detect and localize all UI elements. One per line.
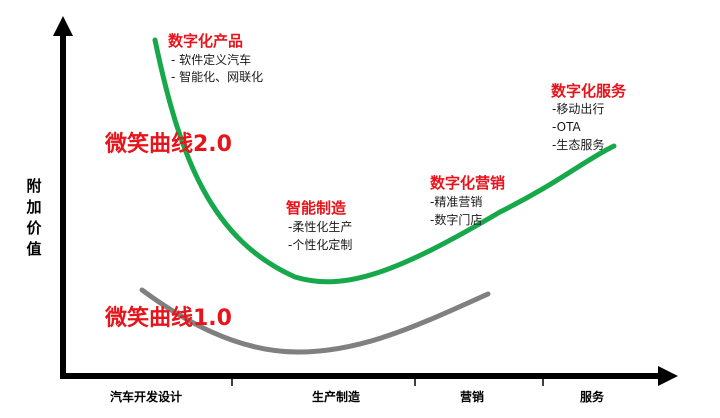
stage-label-design: 汽车开发设计 [110, 389, 182, 404]
annotation-digital-marketing: 数字化营销 -精准营销 -数字门店 [430, 174, 505, 227]
smile-curve-2-0 [152, 37, 617, 285]
annotation-digital-marketing-title: 数字化营销 [430, 174, 505, 192]
annotation-digital-product: 数字化产品 - 软件定义汽车 - 智能化、网联化 [168, 32, 263, 84]
stage-label-service: 服务 [580, 389, 605, 404]
stage-labels: 汽车开发设计 生产制造 营销 服务 [110, 389, 605, 404]
annotation-digital-service-item-1: -移动出行 [552, 102, 604, 116]
stage-label-marketing: 营销 [460, 389, 484, 404]
annotation-smart-manufacturing: 智能制造 -柔性化生产 -个性化定制 [286, 199, 352, 252]
annotation-digital-service: 数字化服务 -移动出行 -OTA -生态服务 [551, 82, 627, 152]
annotation-digital-marketing-item-2: -数字门店 [430, 212, 482, 227]
annotation-digital-service-item-2: -OTA [552, 120, 582, 134]
annotation-smart-manufacturing-title: 智能制造 [286, 199, 346, 217]
y-axis-label-char-2: 加 [25, 198, 41, 216]
annotation-digital-product-item-2: - 智能化、网联化 [171, 69, 263, 84]
axes [53, 16, 678, 386]
annotation-smart-manufacturing-item-2: -个性化定制 [288, 237, 352, 252]
smile-curve-1-0-label: 微笑曲线1.0 [104, 305, 232, 331]
annotation-smart-manufacturing-item-1: -柔性化生产 [288, 220, 352, 234]
smile-curve-1-0 [139, 287, 491, 355]
annotation-digital-service-title: 数字化服务 [551, 82, 627, 100]
annotation-digital-product-title: 数字化产品 [168, 32, 243, 50]
y-axis-label-char-4: 值 [26, 240, 41, 258]
annotation-digital-service-item-3: -生态服务 [552, 137, 604, 152]
stage-label-production: 生产制造 [312, 389, 361, 404]
y-axis-arrow [53, 16, 73, 36]
x-axis-arrow [658, 366, 678, 386]
y-axis-label-char-1: 附 [26, 177, 41, 195]
annotation-digital-product-item-1: - 软件定义汽车 [171, 52, 251, 67]
annotation-digital-marketing-item-1: -精准营销 [430, 195, 482, 209]
smile-curve-2-0-label: 微笑曲线2.0 [104, 131, 232, 157]
y-axis-label: 附 加 价 值 [25, 177, 42, 258]
y-axis-label-char-3: 价 [26, 219, 42, 237]
